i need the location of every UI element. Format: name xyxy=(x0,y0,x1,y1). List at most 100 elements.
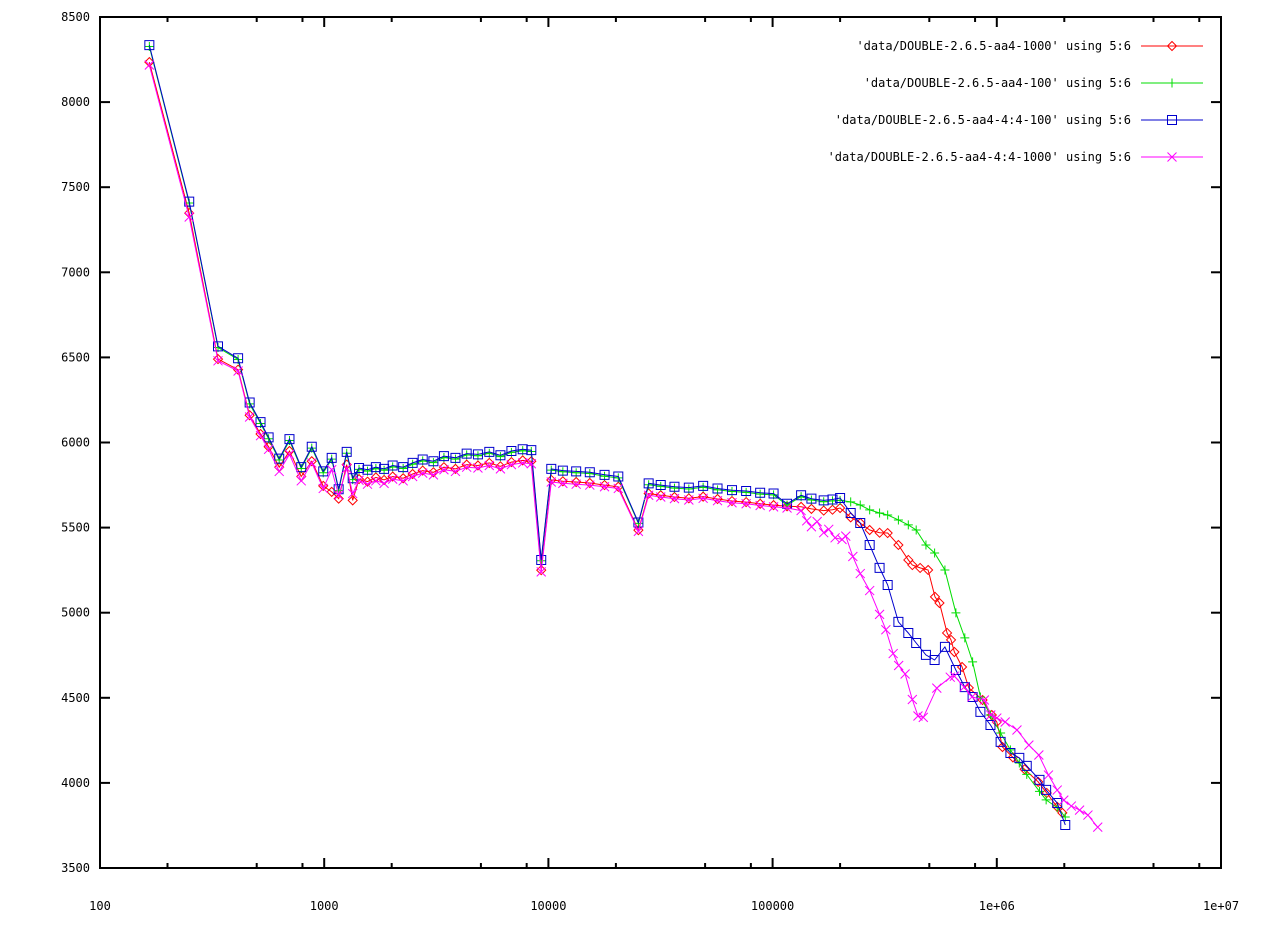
times-marker xyxy=(184,212,195,222)
square-marker xyxy=(882,579,893,590)
times-marker xyxy=(333,490,344,501)
times-marker xyxy=(1024,740,1034,750)
y-tick-label: 3500 xyxy=(61,861,90,875)
plus-marker xyxy=(1034,786,1044,796)
square-marker xyxy=(985,720,996,731)
diamond-marker xyxy=(893,539,904,551)
times-marker xyxy=(830,532,840,543)
square-marker xyxy=(726,485,737,496)
times-marker xyxy=(864,585,875,596)
x-tick-label: 100 xyxy=(89,899,111,913)
times-marker xyxy=(945,672,956,683)
times-marker xyxy=(244,412,255,422)
series-line-0 xyxy=(148,61,1063,814)
y-tick-label: 7000 xyxy=(61,265,90,279)
times-marker xyxy=(439,464,449,475)
times-marker xyxy=(318,483,329,494)
diamond-marker xyxy=(1019,764,1030,775)
diamond-marker xyxy=(922,564,934,576)
times-marker xyxy=(881,624,891,635)
diamond-marker xyxy=(484,457,495,469)
times-marker xyxy=(473,463,483,473)
square-marker xyxy=(387,460,398,471)
plus-marker xyxy=(865,505,875,515)
times-marker xyxy=(354,475,364,486)
square-marker xyxy=(950,665,961,676)
diamond-marker xyxy=(818,505,829,516)
square-marker xyxy=(526,445,537,456)
square-marker xyxy=(903,627,914,638)
times-marker xyxy=(985,710,996,720)
times-marker xyxy=(768,501,779,512)
square-marker xyxy=(683,482,694,493)
square-marker xyxy=(613,471,624,482)
diamond-marker xyxy=(1166,40,1178,52)
square-marker xyxy=(845,507,856,518)
legend-label: 'data/DOUBLE-2.6.5-aa4-4:4-1000' using 5… xyxy=(828,150,1131,164)
square-marker xyxy=(584,467,595,478)
times-marker xyxy=(274,466,285,477)
times-marker xyxy=(796,505,806,516)
square-marker xyxy=(975,706,986,717)
plus-marker xyxy=(911,525,921,535)
x-tick-label: 10000 xyxy=(530,899,566,913)
times-marker xyxy=(698,493,708,504)
plus-marker xyxy=(875,508,885,518)
times-marker xyxy=(362,479,373,490)
times-marker xyxy=(633,526,644,537)
times-marker xyxy=(669,493,680,504)
square-marker xyxy=(296,462,307,473)
times-marker xyxy=(546,477,557,487)
times-marker xyxy=(347,488,358,499)
times-marker xyxy=(1000,717,1011,727)
plus-marker xyxy=(1167,78,1177,88)
diamond-marker xyxy=(570,476,582,488)
diamond-marker xyxy=(945,634,957,646)
diamond-marker xyxy=(362,476,373,487)
square-marker xyxy=(1021,760,1032,771)
times-marker xyxy=(613,483,624,494)
x-tick-label: 100000 xyxy=(751,899,794,913)
diamond-marker xyxy=(417,465,428,476)
times-marker xyxy=(1083,810,1093,820)
times-marker xyxy=(526,458,537,469)
square-marker xyxy=(407,457,418,468)
diamond-marker xyxy=(472,460,484,471)
square-marker xyxy=(472,449,483,460)
square-marker xyxy=(967,691,978,702)
y-tick-label: 4000 xyxy=(61,776,90,790)
diamond-marker xyxy=(949,646,960,658)
plus-marker xyxy=(855,500,865,510)
y-tick-label: 8500 xyxy=(61,10,90,24)
square-marker xyxy=(398,462,409,473)
times-marker xyxy=(888,648,899,659)
diamond-marker xyxy=(934,597,945,609)
times-marker xyxy=(818,527,829,538)
square-marker xyxy=(144,40,155,51)
square-marker xyxy=(655,480,666,491)
times-marker xyxy=(727,497,737,508)
square-marker xyxy=(806,493,817,504)
square-marker xyxy=(959,682,970,693)
diamond-marker xyxy=(450,463,461,475)
square-marker xyxy=(326,452,337,463)
square-marker xyxy=(741,486,752,497)
square-marker xyxy=(643,478,654,489)
square-marker xyxy=(1060,819,1071,830)
square-marker xyxy=(782,498,793,509)
times-marker xyxy=(967,692,977,702)
times-marker xyxy=(417,468,428,478)
times-marker xyxy=(461,462,472,473)
square-marker xyxy=(306,441,317,452)
square-marker xyxy=(796,490,807,501)
square-marker xyxy=(835,492,846,503)
x-tick-label: 1000 xyxy=(310,899,339,913)
diamond-marker xyxy=(397,473,409,484)
square-marker xyxy=(255,417,266,428)
plus-marker xyxy=(903,520,913,530)
square-marker xyxy=(1014,752,1025,763)
square-marker xyxy=(546,463,557,474)
square-marker xyxy=(893,616,904,627)
square-marker xyxy=(318,466,329,477)
times-marker xyxy=(840,531,851,541)
